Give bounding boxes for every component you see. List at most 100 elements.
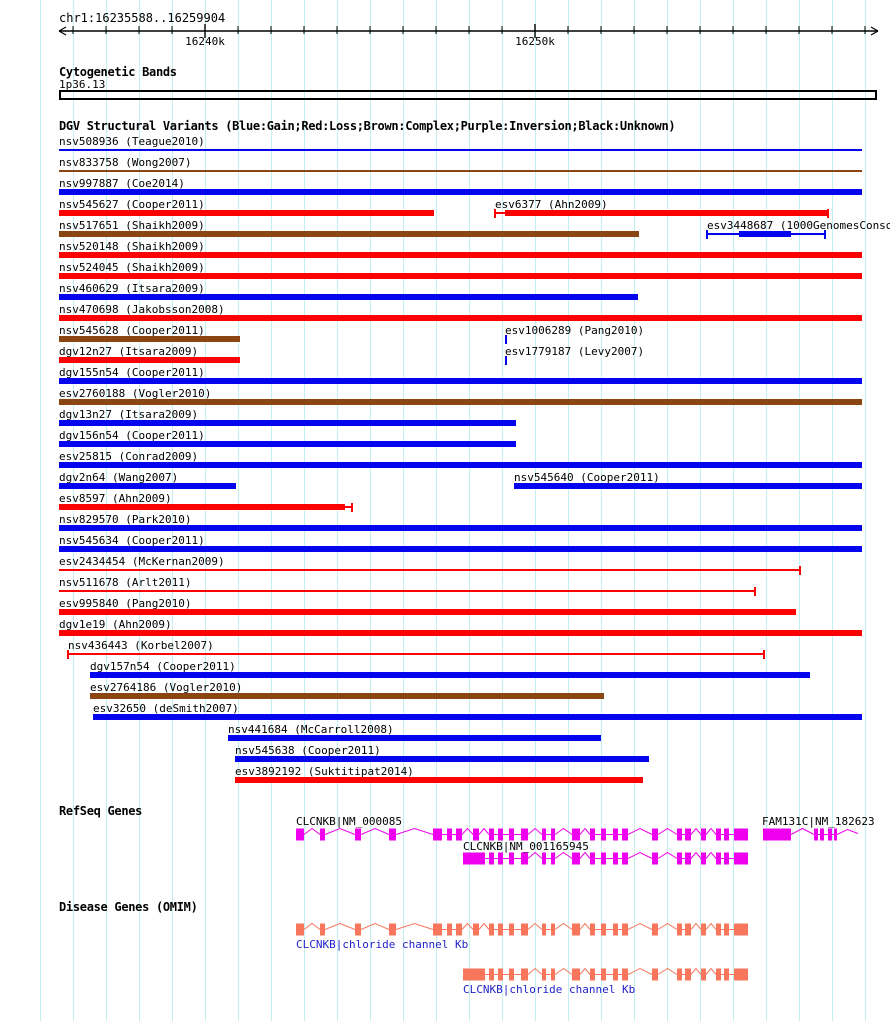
dgv-feature-line[interactable] [59, 170, 862, 172]
gene-exon[interactable] [542, 852, 546, 865]
gene-exon[interactable] [463, 852, 485, 865]
gene-exon[interactable] [601, 828, 606, 841]
gene-exon[interactable] [685, 968, 691, 981]
gene-exon[interactable] [724, 828, 729, 841]
gene-exon[interactable] [572, 923, 580, 936]
dgv-feature-bar[interactable] [59, 252, 862, 258]
dgv-feature-endtick[interactable] [824, 230, 826, 239]
gene-exon[interactable] [685, 828, 691, 841]
dgv-feature-line[interactable] [68, 653, 765, 655]
gene-exon[interactable] [509, 828, 514, 841]
gene-exon[interactable] [677, 828, 682, 841]
gene-exon[interactable] [498, 923, 503, 936]
dgv-feature-bar[interactable] [235, 777, 643, 783]
gene-exon[interactable] [433, 828, 442, 841]
gene-exon[interactable] [716, 828, 721, 841]
gene-exon[interactable] [814, 828, 818, 841]
refseq-gene-model[interactable] [0, 827, 890, 842]
gene-exon[interactable] [456, 923, 462, 936]
gene-exon[interactable] [551, 828, 555, 841]
gene-exon[interactable] [677, 968, 682, 981]
gene-exon[interactable] [389, 923, 396, 936]
gene-exon[interactable] [601, 852, 606, 865]
dgv-feature-endtick[interactable] [799, 566, 801, 575]
dgv-feature-bar[interactable] [59, 462, 862, 468]
gene-exon[interactable] [551, 968, 555, 981]
gene-exon[interactable] [622, 968, 628, 981]
gene-exon[interactable] [590, 923, 595, 936]
gene-exon[interactable] [355, 923, 361, 936]
dgv-feature-bar[interactable] [59, 525, 862, 531]
dgv-feature-bar[interactable] [59, 504, 345, 510]
gene-exon[interactable] [613, 828, 618, 841]
gene-exon[interactable] [572, 852, 580, 865]
gene-exon[interactable] [521, 968, 528, 981]
dgv-feature-endtick[interactable] [827, 209, 829, 218]
dgv-feature-line[interactable] [59, 590, 755, 592]
gene-exon[interactable] [601, 923, 606, 936]
gene-exon[interactable] [296, 923, 304, 936]
dgv-feature-bar[interactable] [505, 210, 827, 216]
dgv-feature-bar[interactable] [59, 231, 639, 237]
gene-exon[interactable] [320, 828, 325, 841]
omim-gene-model[interactable] [0, 922, 890, 937]
dgv-feature-bar[interactable] [514, 483, 862, 489]
gene-exon[interactable] [463, 968, 485, 981]
gene-exon[interactable] [685, 852, 691, 865]
gene-exon[interactable] [622, 923, 628, 936]
dgv-feature-bar[interactable] [59, 609, 796, 615]
dgv-feature-endtick[interactable] [351, 503, 353, 512]
gene-exon[interactable] [572, 968, 580, 981]
dgv-feature-bar[interactable] [59, 546, 862, 552]
dgv-feature-line[interactable] [495, 212, 505, 214]
gene-exon[interactable] [613, 968, 618, 981]
gene-exon[interactable] [320, 923, 325, 936]
gene-exon[interactable] [389, 828, 396, 841]
gene-exon[interactable] [542, 923, 546, 936]
dgv-feature-endtick[interactable] [505, 335, 507, 344]
gene-exon[interactable] [677, 923, 682, 936]
refseq-gene-model[interactable] [0, 827, 890, 842]
gene-exon[interactable] [622, 828, 628, 841]
gene-exon[interactable] [734, 852, 748, 865]
gene-exon[interactable] [498, 852, 503, 865]
gene-exon[interactable] [521, 852, 528, 865]
dgv-feature-bar[interactable] [59, 273, 862, 279]
gene-exon[interactable] [724, 852, 729, 865]
dgv-feature-bar[interactable] [59, 294, 638, 300]
gene-exon[interactable] [724, 923, 729, 936]
dgv-feature-bar[interactable] [59, 315, 862, 321]
gene-exon[interactable] [590, 852, 595, 865]
dgv-feature-bar[interactable] [59, 399, 862, 405]
gene-exon[interactable] [613, 923, 618, 936]
gene-exon[interactable] [498, 828, 503, 841]
gene-exon[interactable] [521, 828, 528, 841]
gene-exon[interactable] [590, 968, 595, 981]
dgv-feature-endtick[interactable] [754, 587, 756, 596]
gene-exon[interactable] [521, 923, 528, 936]
dgv-feature-endtick[interactable] [763, 650, 765, 659]
gene-exon[interactable] [701, 968, 706, 981]
gene-exon[interactable] [601, 968, 606, 981]
gene-exon[interactable] [509, 852, 514, 865]
dgv-feature-bar[interactable] [59, 441, 516, 447]
gene-exon[interactable] [456, 828, 462, 841]
gene-exon[interactable] [716, 923, 721, 936]
gene-exon[interactable] [701, 828, 706, 841]
gene-exon[interactable] [652, 828, 658, 841]
dgv-feature-bar[interactable] [90, 672, 810, 678]
dgv-feature-line[interactable] [345, 506, 352, 508]
dgv-feature-bar[interactable] [93, 714, 862, 720]
dgv-feature-bar[interactable] [228, 735, 601, 741]
gene-exon[interactable] [828, 828, 832, 841]
gene-exon[interactable] [509, 923, 514, 936]
gene-exon[interactable] [734, 968, 748, 981]
gene-exon[interactable] [652, 968, 658, 981]
gene-exon[interactable] [716, 852, 721, 865]
gene-exon[interactable] [716, 968, 721, 981]
dgv-feature-line[interactable] [59, 149, 862, 151]
gene-exon[interactable] [447, 828, 452, 841]
dgv-feature-bar[interactable] [59, 357, 240, 363]
dgv-feature-bar[interactable] [59, 189, 862, 195]
gene-exon[interactable] [685, 923, 691, 936]
